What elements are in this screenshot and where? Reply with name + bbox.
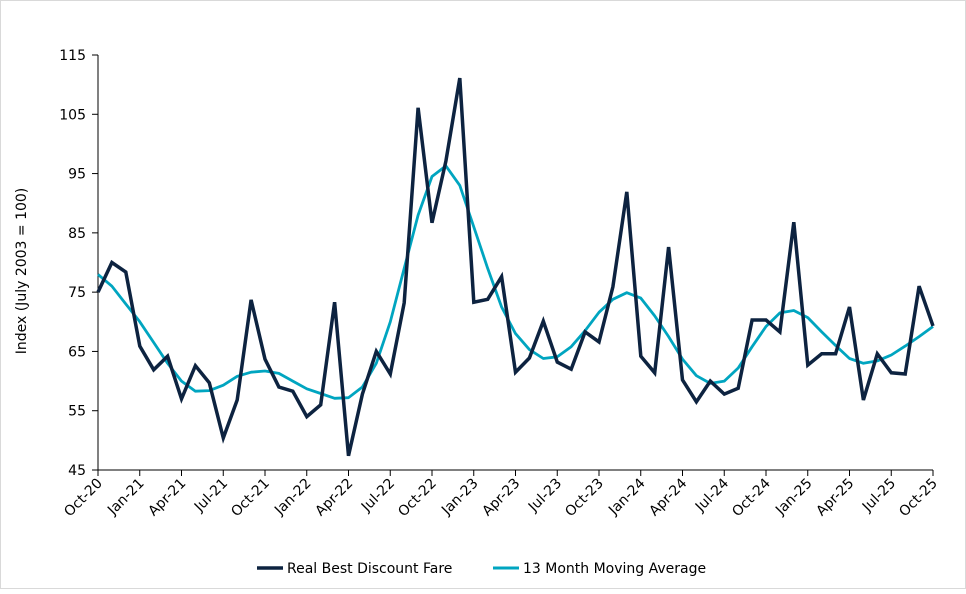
y-tick-label: 95 [68,167,86,183]
x-tick-label: Oct-21 [228,476,273,521]
x-tick-label: Oct-22 [395,476,440,521]
y-tick-label: 115 [59,48,86,64]
x-tick-label: Apr-22 [312,476,356,520]
x-tick-label: Jan-23 [438,476,481,519]
x-tick-label: Apr-25 [813,476,857,520]
x-tick-label: Oct-23 [562,476,607,521]
y-tick-label: 85 [68,226,86,242]
y-axis-label: Index (July 2003 = 100) [14,188,30,355]
y-tick-label: 65 [68,344,86,360]
legend-label-average: 13 Month Moving Average [523,561,706,577]
y-tick-label: 45 [68,463,86,479]
x-tick-label: Oct-25 [896,476,941,521]
x-tick-label: Jul-23 [525,476,565,516]
series-line-fare [98,78,933,456]
y-tick-label: 105 [59,107,86,123]
legend: Real Best Discount Fare 13 Month Moving … [257,561,706,577]
x-tick-label: Jul-25 [859,476,899,516]
x-tick-label: Oct-20 [61,476,106,521]
legend-label-fare: Real Best Discount Fare [287,561,452,577]
x-tick-label: Jul-22 [358,476,398,516]
x-tick-label: Apr-24 [646,475,690,519]
x-tick-label: Apr-23 [479,476,523,520]
x-tick-label: Jul-24 [692,475,732,515]
x-tick-label: Apr-21 [145,476,189,520]
x-tick-label: Jan-24 [605,475,649,519]
x-tick-label: Oct-24 [729,475,774,520]
x-tick-label: Jan-21 [104,476,147,519]
x-tick-label: Jul-21 [191,476,231,516]
x-tick-label: Jan-25 [772,476,815,519]
y-tick-label: 55 [68,404,86,420]
y-tick-label: 75 [68,285,86,301]
x-tick-label: Jan-22 [271,476,314,519]
